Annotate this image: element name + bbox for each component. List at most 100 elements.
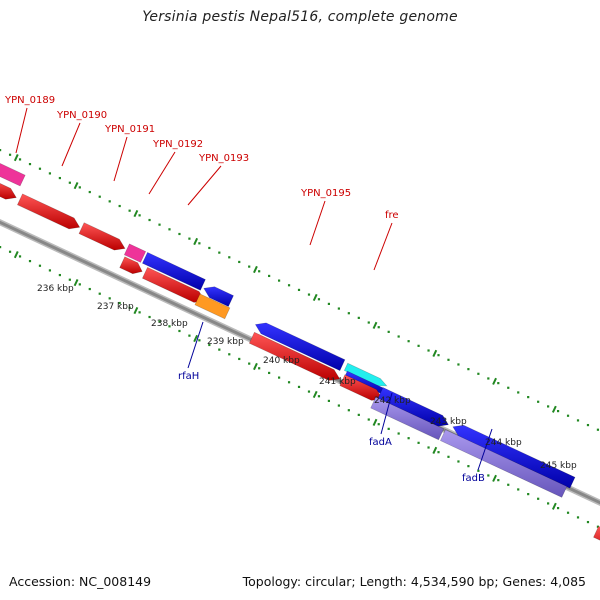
track-dot bbox=[457, 363, 460, 366]
track-dot bbox=[317, 395, 321, 398]
track-tick bbox=[312, 390, 318, 399]
gene-label: YPN_0192 bbox=[152, 139, 203, 150]
track-dot bbox=[68, 181, 71, 184]
track-dot bbox=[347, 312, 350, 315]
track-dot bbox=[228, 256, 231, 259]
kbp-label: 243 kbp bbox=[430, 417, 467, 427]
track-dot bbox=[467, 368, 470, 371]
track-dot bbox=[18, 158, 22, 161]
track-dot bbox=[387, 330, 390, 333]
track-dot bbox=[367, 321, 370, 324]
track-dot bbox=[487, 474, 490, 477]
track-dot bbox=[277, 279, 281, 282]
gene-label: YPN_0195 bbox=[300, 188, 351, 199]
track-dot bbox=[407, 340, 410, 343]
track-dot bbox=[307, 390, 311, 393]
track-dot bbox=[48, 172, 52, 175]
track-dot bbox=[297, 288, 301, 292]
track-dot bbox=[218, 348, 221, 351]
track-dot bbox=[238, 357, 241, 361]
track-dot bbox=[48, 269, 52, 272]
gene-label: fadB bbox=[462, 473, 485, 484]
leader-line bbox=[373, 222, 393, 271]
leader-line bbox=[61, 122, 81, 167]
track-tick bbox=[73, 181, 79, 190]
gene-feature bbox=[377, 387, 449, 427]
gene-feature bbox=[0, 183, 17, 200]
track-dot bbox=[297, 385, 301, 389]
label-leader-lines bbox=[15, 107, 493, 471]
track-dot bbox=[287, 284, 291, 287]
track-dot bbox=[556, 409, 560, 413]
track-tick bbox=[492, 474, 497, 482]
track-dot bbox=[188, 237, 191, 240]
track-tick bbox=[13, 251, 19, 259]
track-dot bbox=[88, 287, 91, 291]
outer-dotted-track bbox=[0, 149, 600, 431]
track-dot bbox=[188, 334, 191, 337]
track-dot bbox=[268, 274, 271, 278]
track-dot bbox=[98, 292, 101, 295]
track-dot bbox=[28, 162, 32, 166]
track-dot bbox=[208, 246, 211, 250]
track-dot bbox=[537, 400, 540, 403]
track-dot bbox=[427, 446, 430, 449]
map-title: Yersinia pestis Nepal516, complete genom… bbox=[142, 9, 458, 25]
track-dot bbox=[0, 246, 2, 249]
gene-label: YPN_0190 bbox=[56, 110, 107, 121]
track-dot bbox=[487, 377, 490, 380]
gene-feature bbox=[78, 222, 126, 251]
track-dot bbox=[277, 376, 281, 379]
track-dot bbox=[228, 353, 231, 356]
track-dot bbox=[357, 413, 360, 416]
track-dot bbox=[497, 479, 500, 482]
track-dot bbox=[248, 265, 251, 268]
leader-line bbox=[113, 136, 128, 182]
gene-label: YPN_0189 bbox=[4, 95, 55, 106]
track-dot bbox=[98, 195, 101, 198]
track-dot bbox=[407, 437, 410, 440]
gene-feature bbox=[0, 163, 26, 187]
track-dot bbox=[566, 511, 570, 514]
track-dot bbox=[327, 399, 331, 402]
gene-label: fadA bbox=[369, 437, 392, 448]
track-dot bbox=[337, 307, 340, 310]
kbp-label: 244 kbp bbox=[485, 438, 522, 448]
track-dot bbox=[537, 497, 540, 500]
track-dot bbox=[248, 362, 251, 365]
track-dot bbox=[258, 367, 261, 370]
track-dot bbox=[128, 306, 131, 309]
track-dot bbox=[477, 469, 480, 472]
track-dot bbox=[307, 293, 311, 296]
track-tick bbox=[133, 209, 139, 218]
track-dot bbox=[417, 441, 420, 444]
track-tick bbox=[551, 502, 557, 510]
track-dot bbox=[8, 250, 12, 253]
track-dot bbox=[467, 465, 470, 468]
gene-feature bbox=[203, 286, 234, 307]
gene-feature bbox=[17, 193, 81, 230]
inner-tick-marks bbox=[13, 251, 557, 510]
track-dot bbox=[88, 190, 91, 194]
track-tick bbox=[492, 377, 497, 385]
track-tick bbox=[193, 334, 199, 343]
track-dot bbox=[238, 260, 241, 264]
track-dot bbox=[556, 506, 560, 510]
track-dot bbox=[547, 502, 550, 505]
track-dot bbox=[38, 264, 42, 267]
track-dot bbox=[317, 298, 321, 301]
track-dot bbox=[507, 483, 510, 486]
track-dot bbox=[18, 255, 22, 258]
track-dot bbox=[427, 349, 430, 352]
leader-line bbox=[309, 200, 326, 246]
gene-feature bbox=[452, 424, 576, 489]
kbp-label: 238 kbp bbox=[151, 319, 188, 329]
gene-feature bbox=[142, 252, 206, 291]
kbp-label: 239 kbp bbox=[207, 337, 244, 347]
gene-label: YPN_0191 bbox=[104, 124, 155, 135]
kbp-label: 241 kbp bbox=[319, 377, 356, 387]
track-dot bbox=[387, 427, 390, 430]
track-tick bbox=[13, 154, 19, 162]
gene-feature bbox=[194, 293, 231, 320]
track-tick bbox=[133, 306, 139, 315]
